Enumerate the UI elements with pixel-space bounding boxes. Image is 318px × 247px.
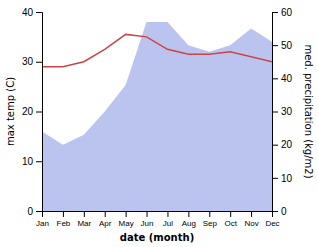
y2-axis-title: med. precipitation (kg/m2) [303,44,314,178]
x-tick-label: Nov [244,219,258,228]
y2-tick-label: 10 [281,173,293,184]
y-tick: 40 [22,7,42,18]
x-tick: Nov [244,211,258,228]
y2-tick: 0 [272,206,287,217]
x-tick-label: Jul [163,219,173,228]
y-tick-mark [36,12,42,13]
x-tick: Feb [57,211,71,228]
y2-tick-mark [272,145,278,146]
y2-axis: 0 10 20 30 40 50 60 [272,7,293,217]
y2-tick-label: 20 [281,139,293,150]
x-tick-mark [63,211,64,217]
y-tick-label: 10 [22,156,34,167]
y2-tick-mark [272,12,278,13]
y2-tick-mark [272,112,278,113]
x-tick-label: Mar [77,219,91,228]
y-axis-line [36,13,43,212]
x-tick-mark [209,211,210,217]
plot: JanFebMarAprMayJunJulAugSepOctNovDec0102… [22,7,293,228]
x-tick-label: Apr [99,219,112,228]
y-tick-label: 20 [22,106,34,117]
chart: JanFebMarAprMayJunJulAugSepOctNovDec0102… [0,0,318,247]
y2-tick: 50 [272,40,293,51]
y2-tick-label: 50 [281,40,293,51]
x-tick-label: Sep [203,219,218,228]
x-tick-label: Aug [182,219,196,228]
area [42,22,272,211]
x-axis-title: date (month) [120,232,194,243]
y2-tick: 60 [272,7,293,18]
y2-tick-mark [272,78,278,79]
x-tick: May [119,211,134,228]
y-tick-label: 40 [22,7,34,18]
y2-tick-label: 60 [281,7,293,18]
x-tick-mark [84,211,85,217]
x-tick: Apr [99,211,112,228]
marks [42,22,272,211]
line [42,34,272,66]
x-tick-mark [167,211,168,217]
x-tick-label: Oct [224,219,237,228]
y2-tick-mark [272,211,278,212]
x-axis: Jan Feb Mar Apr May Jun Jul Aug Sep Oct Nov Dec [36,211,280,228]
y-tick-mark [36,62,42,63]
y2-axis-line [273,13,279,212]
y2-tick-mark [272,45,278,46]
x-tick: Jan [36,211,49,228]
x-tick: Mar [77,211,91,228]
y2-tick: 10 [272,173,293,184]
x-tick-label: Dec [265,219,279,228]
y2-tick-mark [272,178,278,179]
x-tick-mark [230,211,231,217]
y-tick-mark [36,112,42,113]
x-tick-mark [126,211,127,217]
y-tick-mark [36,211,42,212]
x-axis-line [43,212,273,218]
x-tick: Jun [141,211,154,228]
y-tick: 0 [27,206,42,217]
y2-tick-label: 40 [281,73,293,84]
x-tick-mark [147,211,148,217]
y-tick: 10 [22,156,42,167]
y-tick-mark [36,161,42,162]
x-tick: Sep [203,211,218,228]
x-tick-label: Feb [57,219,71,228]
y2-tick-label: 30 [281,106,293,117]
x-tick: Oct [224,211,237,228]
x-tick: Jul [163,211,173,228]
x-tick: Dec [265,211,279,228]
y-tick-label: 30 [22,56,34,67]
x-tick-label: Jun [141,219,154,228]
x-tick-label: Jan [36,219,49,228]
x-tick: Aug [182,211,196,228]
y-tick: 30 [22,56,42,67]
y-axis-title: max temp (C) [5,77,16,146]
x-tick-label: May [119,219,134,228]
y2-tick: 30 [272,106,293,117]
x-tick-mark [105,211,106,217]
y-axis: 0 10 20 30 40 [22,7,43,217]
y-tick-label: 0 [27,206,33,217]
y2-tick-label: 0 [281,206,287,217]
x-tick-mark [188,211,189,217]
y2-tick: 20 [272,139,293,150]
y-tick: 20 [22,106,42,117]
y2-tick: 40 [272,73,293,84]
x-tick-mark [251,211,252,217]
